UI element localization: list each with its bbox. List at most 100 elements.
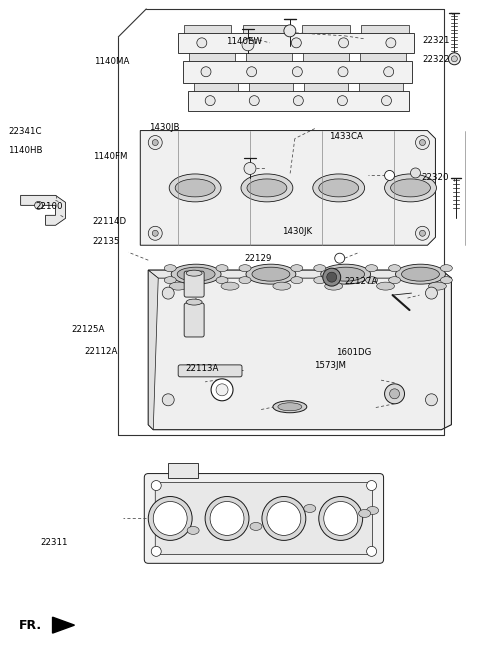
Circle shape [162, 287, 174, 299]
Circle shape [148, 226, 162, 240]
Circle shape [267, 501, 301, 535]
Text: 1140FM: 1140FM [93, 152, 127, 161]
Circle shape [338, 67, 348, 77]
Polygon shape [302, 25, 349, 33]
Ellipse shape [314, 277, 326, 283]
Circle shape [416, 136, 430, 150]
Polygon shape [249, 83, 293, 91]
FancyBboxPatch shape [184, 271, 204, 297]
Ellipse shape [169, 174, 221, 202]
Ellipse shape [291, 277, 303, 283]
Ellipse shape [164, 264, 176, 272]
Circle shape [247, 67, 257, 77]
Ellipse shape [366, 277, 378, 283]
Text: 1573JM: 1573JM [314, 361, 346, 371]
Ellipse shape [221, 282, 239, 290]
Ellipse shape [389, 264, 400, 272]
Circle shape [451, 56, 457, 62]
Ellipse shape [359, 510, 371, 518]
Ellipse shape [239, 277, 251, 283]
Ellipse shape [304, 504, 316, 512]
Ellipse shape [250, 522, 262, 531]
Circle shape [384, 67, 394, 77]
Circle shape [211, 379, 233, 401]
Circle shape [367, 546, 377, 556]
Ellipse shape [319, 179, 359, 197]
Polygon shape [21, 195, 65, 225]
Circle shape [151, 546, 161, 556]
Ellipse shape [396, 264, 445, 284]
Circle shape [319, 497, 363, 541]
Polygon shape [148, 270, 451, 278]
Polygon shape [189, 52, 235, 61]
Ellipse shape [252, 267, 290, 281]
Circle shape [324, 501, 358, 535]
Polygon shape [188, 91, 408, 111]
Circle shape [420, 140, 425, 146]
Text: 22341C: 22341C [8, 127, 41, 136]
Circle shape [152, 140, 158, 146]
Circle shape [162, 394, 174, 406]
Circle shape [420, 230, 425, 236]
Text: 22129: 22129 [245, 254, 272, 263]
Ellipse shape [327, 267, 365, 281]
Circle shape [425, 287, 437, 299]
Text: 22112A: 22112A [84, 347, 118, 356]
Polygon shape [360, 52, 406, 61]
Circle shape [382, 96, 392, 106]
Circle shape [205, 497, 249, 541]
Ellipse shape [175, 179, 215, 197]
Polygon shape [183, 61, 411, 83]
FancyBboxPatch shape [144, 474, 384, 564]
Circle shape [448, 52, 460, 65]
FancyBboxPatch shape [184, 303, 204, 337]
Polygon shape [243, 25, 290, 33]
Text: 22320: 22320 [421, 173, 448, 182]
Ellipse shape [169, 282, 187, 290]
Circle shape [148, 497, 192, 541]
Ellipse shape [239, 264, 251, 272]
Circle shape [323, 268, 341, 286]
Circle shape [425, 394, 437, 406]
Ellipse shape [154, 510, 166, 518]
Text: 22100: 22100 [35, 203, 63, 211]
Circle shape [291, 38, 301, 48]
Circle shape [197, 38, 207, 48]
Polygon shape [193, 83, 238, 91]
Ellipse shape [273, 401, 307, 413]
Text: 22135: 22135 [93, 237, 120, 246]
Ellipse shape [389, 277, 400, 283]
Text: 1140MA: 1140MA [94, 56, 130, 66]
Ellipse shape [177, 267, 215, 281]
Ellipse shape [377, 282, 395, 290]
Circle shape [390, 389, 399, 399]
Ellipse shape [314, 264, 326, 272]
Polygon shape [361, 25, 408, 33]
Circle shape [327, 272, 336, 282]
Ellipse shape [429, 282, 446, 290]
Circle shape [384, 171, 395, 180]
Circle shape [249, 96, 259, 106]
Circle shape [293, 96, 303, 106]
Ellipse shape [273, 282, 291, 290]
Ellipse shape [220, 502, 232, 510]
Text: 1430JB: 1430JB [149, 123, 180, 132]
FancyBboxPatch shape [155, 483, 372, 554]
Circle shape [284, 25, 296, 37]
Polygon shape [168, 462, 198, 478]
Circle shape [416, 226, 430, 240]
Circle shape [205, 96, 215, 106]
FancyBboxPatch shape [178, 365, 242, 377]
Text: 22127A: 22127A [344, 277, 378, 286]
Text: 22321: 22321 [422, 35, 449, 45]
Polygon shape [178, 33, 415, 52]
Circle shape [244, 163, 256, 174]
Ellipse shape [440, 264, 452, 272]
Ellipse shape [366, 264, 378, 272]
Circle shape [384, 384, 405, 404]
Polygon shape [304, 83, 348, 91]
Circle shape [242, 39, 254, 51]
Text: 1433CA: 1433CA [328, 132, 362, 141]
Ellipse shape [246, 264, 296, 284]
Circle shape [35, 201, 43, 209]
